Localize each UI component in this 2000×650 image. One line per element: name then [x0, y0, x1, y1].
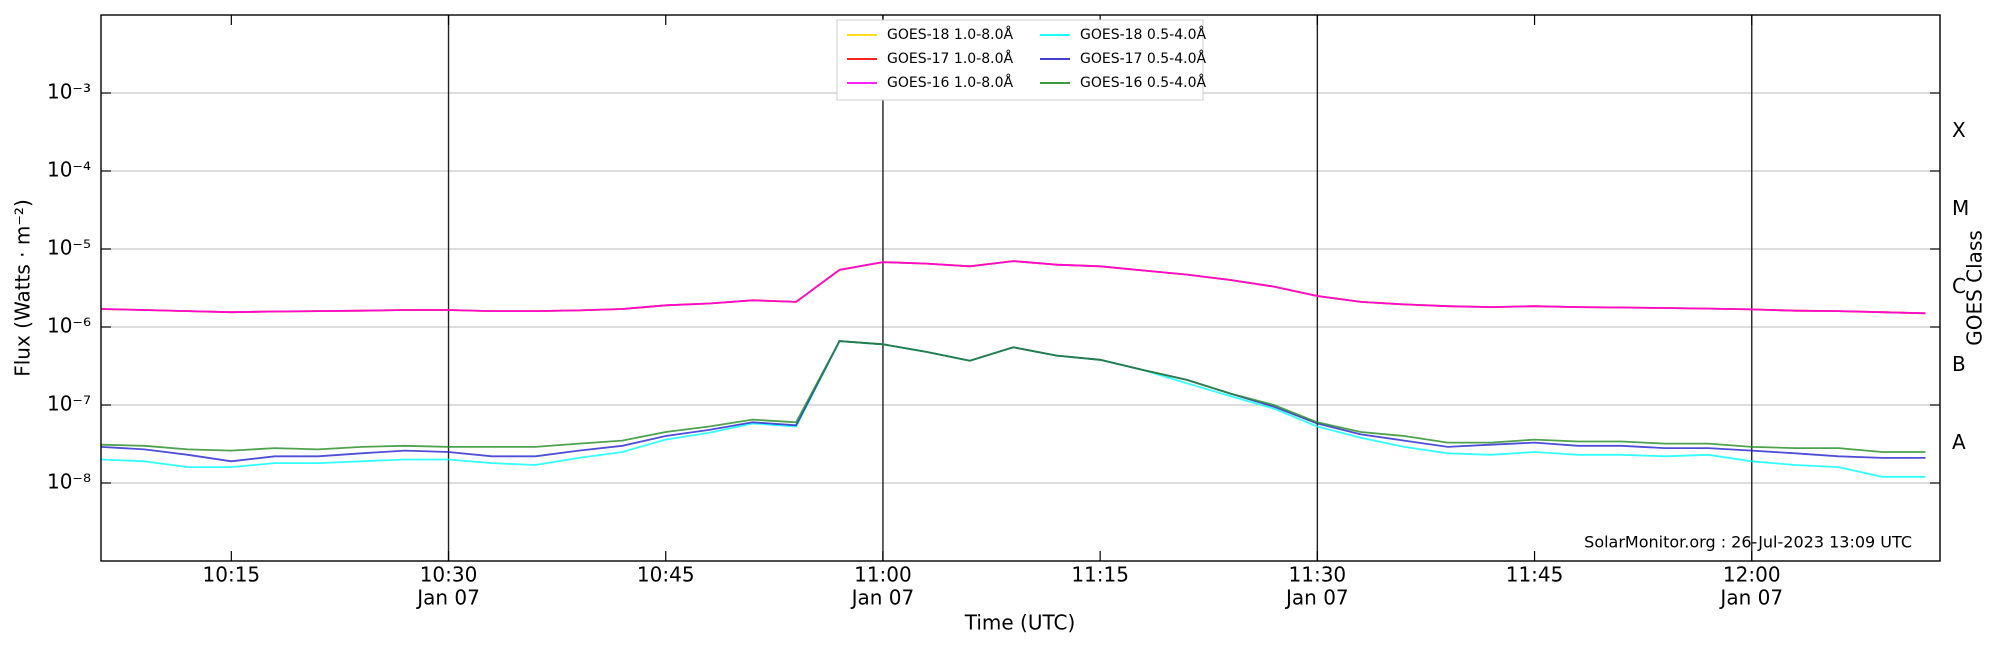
x-tick-label: 10:15: [203, 563, 261, 587]
x-tick-label: 11:30: [1289, 563, 1347, 587]
legend-box: [836, 19, 1204, 101]
y2-tick-label: M: [1952, 196, 1969, 220]
x-tick-label: 12:00: [1723, 563, 1781, 587]
x-tick-label: 11:00: [854, 563, 912, 587]
series-line: [101, 260, 1926, 315]
annotation: SolarMonitor.org : 26-Jul-2023 13:09 UTC: [1584, 533, 1912, 552]
y2-tick-label: A: [1952, 430, 1966, 454]
x-tick-label: 11:45: [1506, 563, 1564, 587]
x-axis-label: Time (UTC): [964, 611, 1076, 635]
y2-tick-label: X: [1952, 118, 1966, 142]
x-tick-label: Jan 07: [1718, 586, 1783, 610]
x-tick-label: Jan 07: [415, 586, 480, 610]
plot-frame: [100, 14, 1941, 562]
legend-label: GOES-17 0.5-4.0Å: [1080, 50, 1206, 67]
y2-axis-label: GOES Class: [1963, 230, 1987, 346]
legend-label: GOES-17 1.0-8.0Å: [887, 50, 1013, 67]
legend-label: GOES-16 0.5-4.0Å: [1080, 74, 1206, 91]
series-line: [101, 340, 1926, 453]
y-tick-label: 10⁻⁶: [47, 314, 91, 338]
legend: GOES-18 1.0-8.0Å GOES-17 1.0-8.0Å GOES-16 …: [836, 19, 1206, 101]
y-axis-label: Flux (Watts · m⁻²): [11, 199, 35, 377]
legend-label: GOES-18 1.0-8.0Å: [887, 26, 1013, 43]
x-tick-label: 10:45: [637, 563, 695, 587]
legend-label: GOES-16 1.0-8.0Å: [887, 74, 1013, 91]
y-tick-label: 10⁻⁵: [47, 236, 91, 260]
y-tick-label: 10⁻³: [47, 80, 91, 104]
series-line: [101, 260, 1926, 315]
y-tick-label: 10⁻⁷: [47, 392, 91, 416]
series-line: [101, 260, 1926, 315]
legend-label: GOES-18 0.5-4.0Å: [1080, 26, 1206, 43]
y2-tick-label: B: [1952, 352, 1966, 376]
x-tick-label: Jan 07: [850, 586, 915, 610]
x-tick-label: Jan 07: [1284, 586, 1349, 610]
x-tick-label: 11:15: [1071, 563, 1129, 587]
y2-tick-label: C: [1952, 274, 1966, 298]
y-tick-label: 10⁻⁸: [47, 470, 91, 494]
series-line: [101, 340, 1926, 478]
x-tick-label: 10:30: [420, 563, 478, 587]
y-tick-label: 10⁻⁴: [47, 158, 91, 182]
